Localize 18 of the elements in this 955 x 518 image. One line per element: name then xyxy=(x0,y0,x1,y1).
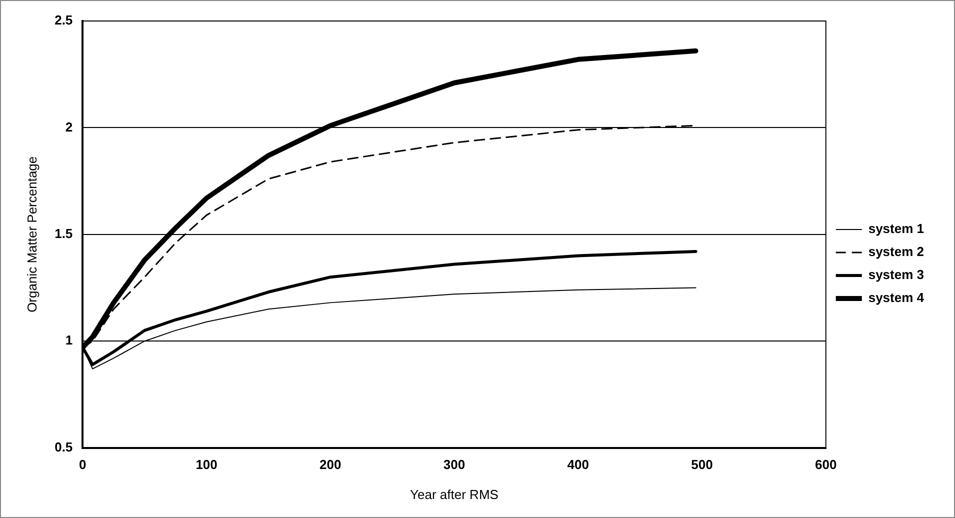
legend-label: system 4 xyxy=(868,290,925,306)
x-tick-label: 300 xyxy=(443,457,466,472)
legend-label: system 3 xyxy=(868,267,924,282)
legend-label: system 1 xyxy=(868,221,924,236)
x-tick-label: 600 xyxy=(815,457,837,472)
x-tick-label: 100 xyxy=(196,457,218,472)
y-tick-label: 1.5 xyxy=(54,226,73,241)
x-tick-label: 200 xyxy=(320,457,342,472)
legend-label: system 2 xyxy=(868,244,924,260)
x-axis-title: Year after RMS xyxy=(410,486,499,502)
y-axis-title: Organic Matter Percentage xyxy=(24,156,40,312)
y-tick-label: 2.5 xyxy=(54,12,73,28)
y-tick-label: 1 xyxy=(65,332,73,348)
x-tick-label: 0 xyxy=(79,457,86,472)
y-tick-label: 0.5 xyxy=(54,439,73,454)
x-tick-label: 400 xyxy=(567,457,589,472)
x-tick-label: 500 xyxy=(691,457,713,472)
y-tick-label: 2 xyxy=(65,119,73,134)
